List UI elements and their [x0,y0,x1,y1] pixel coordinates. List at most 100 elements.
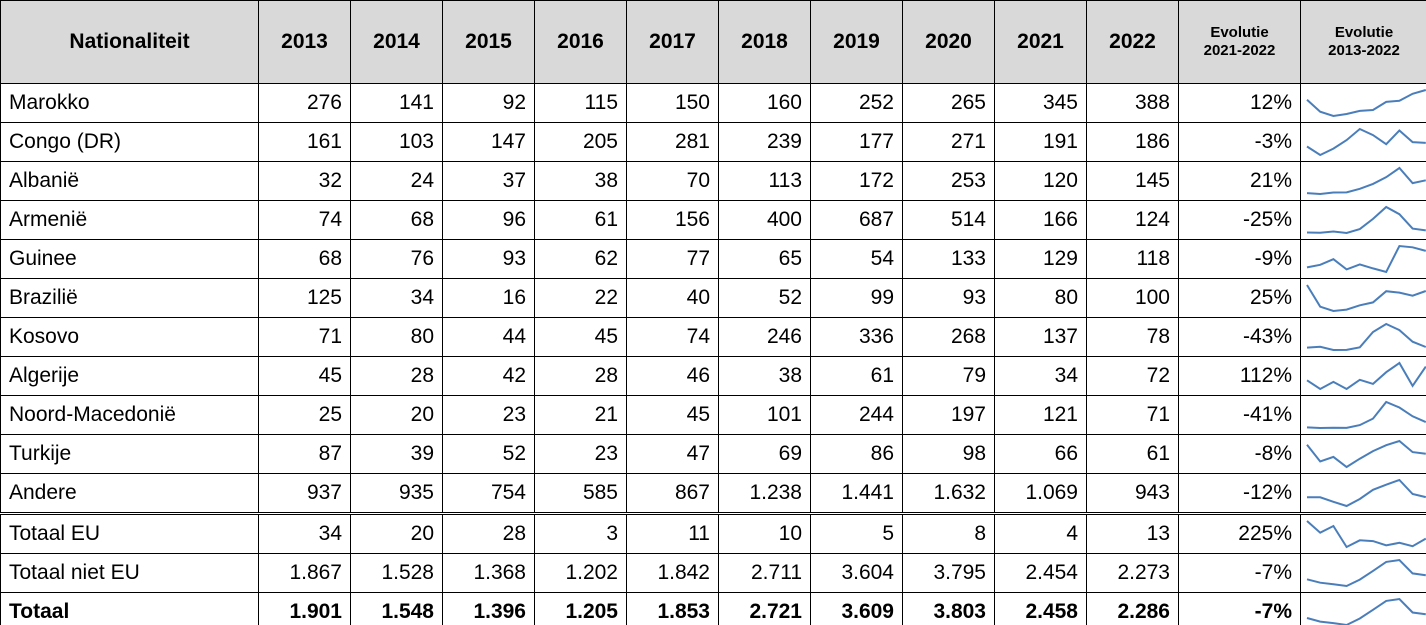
sparkline-cell [1300,356,1426,396]
cell: 80 [350,317,443,357]
cell: 74 [626,317,719,357]
sparkline [1306,439,1426,469]
cell: 71 [1086,395,1179,435]
cell: 141 [350,83,443,123]
cell: 92 [442,83,535,123]
cell: 34 [258,512,351,554]
cell: 62 [534,239,627,279]
cell: 1.238 [718,473,811,514]
cell: 2.721 [718,592,811,625]
cell: 205 [534,122,627,162]
row-label: Marokko [0,83,259,123]
cell: 44 [442,317,535,357]
table-row: Totaal 1.901 1.548 1.396 1.205 1.853 2.721 3.60… [0,592,1426,625]
header-cell: Nationaliteit [0,0,259,84]
sparkline-cell [1300,83,1426,123]
sparkline-line [1306,284,1426,313]
cell: 65 [718,239,811,279]
cell: 34 [350,278,443,318]
sparkline-line [1306,205,1426,235]
cell: 52 [718,278,811,318]
cell: -25% [1178,200,1301,240]
sparkline-line [1306,322,1426,352]
cell: -8% [1178,434,1301,474]
cell: 45 [626,395,719,435]
cell: 1.396 [442,592,535,625]
table-row: Albanië 32 24 37 38 70 113 172 253 120 145 21% [0,161,1426,201]
cell: 77 [626,239,719,279]
cell: 150 [626,83,719,123]
cell: 935 [350,473,443,514]
cell: 147 [442,122,535,162]
cell: 70 [626,161,719,201]
cell: 4 [994,512,1087,554]
cell: 585 [534,473,627,514]
cell: 98 [902,434,995,474]
row-label: Armenië [0,200,259,240]
cell: 1.901 [258,592,351,625]
cell: 96 [442,200,535,240]
cell: 246 [718,317,811,357]
cell: 133 [902,239,995,279]
header-cell: Evolutie 2021-2022 [1178,0,1301,84]
cell: 25 [258,395,351,435]
cell: 336 [810,317,903,357]
sparkline [1306,284,1426,313]
cell: 166 [994,200,1087,240]
sparkline-line [1306,361,1426,391]
cell: 115 [534,83,627,123]
cell: 252 [810,83,903,123]
header-cell: 2016 [534,0,627,84]
cell: 388 [1086,83,1179,123]
row-label: Kosovo [0,317,259,357]
cell: 129 [994,239,1087,279]
sparkline-cell [1300,553,1426,593]
cell: 112% [1178,356,1301,396]
cell: 514 [902,200,995,240]
cell: 54 [810,239,903,279]
cell: 2.273 [1086,553,1179,593]
cell: 867 [626,473,719,514]
cell: 61 [810,356,903,396]
table-row: Congo (DR) 161 103 147 205 281 239 177 271 191 186… [0,122,1426,162]
sparkline [1306,205,1426,235]
row-label: Algerije [0,356,259,396]
table-row: Totaal EU 34 20 28 3 11 10 5 8 4 13 225% [0,512,1426,554]
sparkline [1307,478,1426,508]
sparkline-cell [1300,239,1426,279]
cell: 1.842 [626,553,719,593]
cell: 156 [626,200,719,240]
header-cell: 2021 [994,0,1087,84]
cell: 186 [1086,122,1179,162]
cell: 11 [626,512,719,554]
cell: 197 [902,395,995,435]
table-row: Kosovo 71 80 44 45 74 246 336 268 137 78 -43% [0,317,1426,357]
table-row: Andere 937 935 754 585 867 1.238 1.441 1.632 1.06… [0,473,1426,514]
sparkline-line [1306,244,1426,274]
cell: 23 [442,395,535,435]
cell: 124 [1086,200,1179,240]
cell: 2.458 [994,592,1087,625]
cell: 937 [258,473,351,514]
row-label: Andere [0,473,259,514]
cell: 74 [258,200,351,240]
cell: -7% [1178,592,1301,625]
cell: 3.604 [810,553,903,593]
cell: 687 [810,200,903,240]
cell: 1.632 [902,473,995,514]
cell: 87 [258,434,351,474]
row-label: Totaal [0,592,259,625]
table-row: Armenië 74 68 96 61 156 400 687 514 166 124 -25% [0,200,1426,240]
cell: 13 [1086,512,1179,554]
sparkline-cell [1300,317,1426,357]
sparkline-cell [1300,395,1426,435]
cell: 345 [994,83,1087,123]
cell: 253 [902,161,995,201]
cell: 1.441 [810,473,903,514]
cell: 24 [350,161,443,201]
cell: 1.202 [534,553,627,593]
cell: 5 [810,512,903,554]
cell: 3.795 [902,553,995,593]
cell: 120 [994,161,1087,201]
